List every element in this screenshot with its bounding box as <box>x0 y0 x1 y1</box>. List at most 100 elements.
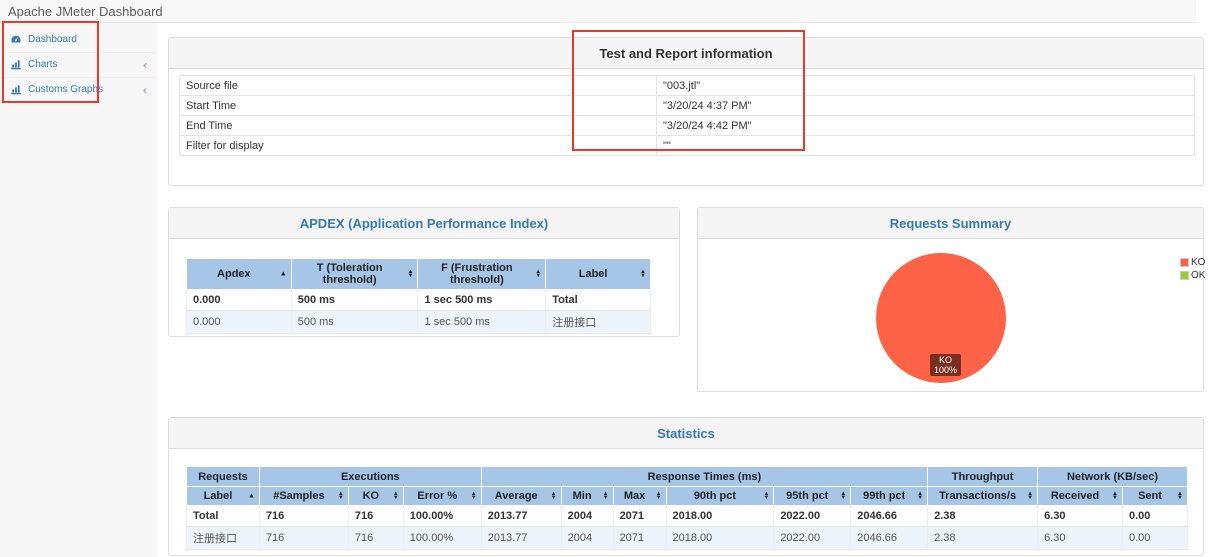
info-row-value: "003.jtl" <box>656 75 1195 96</box>
cell: Total <box>545 289 651 311</box>
cell: 1 sec 500 ms <box>417 310 547 334</box>
cell: 2022.00 <box>773 526 852 550</box>
column-header-sent[interactable]: Sent ▲ ▼ <box>1121 486 1189 506</box>
cell: 2022.00 <box>773 505 852 527</box>
table-row: Start Time "3/20/24 4:37 PM" <box>179 95 1195 116</box>
column-header-label: T (Toleration threshold) <box>316 262 383 286</box>
sort-both-icon: ▲ ▼ <box>392 491 399 501</box>
info-row-label: End Time <box>179 115 657 136</box>
panel-header: Test and Report information <box>169 38 1203 69</box>
cell: 500 ms <box>290 289 419 311</box>
cell: 0.000 <box>186 289 292 311</box>
column-header-frustration[interactable]: F (Frustration threshold) ▲ ▼ <box>417 258 547 290</box>
info-row-label: Filter for display <box>179 135 657 156</box>
sort-both-icon: ▲ ▼ <box>535 269 542 279</box>
column-header-transactions[interactable]: Transactions/s ▲ ▼ <box>927 486 1039 506</box>
column-header-samples[interactable]: #Samples ▲ ▼ <box>258 486 349 506</box>
sidebar-item-customs-graphs[interactable]: Customs Graphs ‹ <box>0 77 157 101</box>
panel-title: Requests Summary <box>889 215 1012 231</box>
group-header-row: Requests Executions Response Times (ms) … <box>186 466 1188 487</box>
column-header-label: KO <box>362 490 380 502</box>
column-header-95th[interactable]: 95th pct ▲ ▼ <box>773 486 852 506</box>
column-header-apdex[interactable]: Apdex ▲ <box>186 258 292 290</box>
cell: 100.00% <box>402 505 482 527</box>
pie-data-label: KO 100% <box>930 354 962 376</box>
table-header-row: Apdex ▲ T (Toleration threshold) ▲ ▼ F (F… <box>186 258 651 290</box>
sort-both-icon: ▲ ▼ <box>1177 491 1183 501</box>
chevron-left-icon[interactable]: ‹ <box>143 82 147 97</box>
group-header-executions: Executions <box>258 466 482 487</box>
cell: 2046.66 <box>850 505 929 527</box>
cell: 0.00 <box>1121 505 1189 527</box>
group-header-network: Network (KB/sec) <box>1037 466 1188 487</box>
column-header-label: Max <box>623 490 646 502</box>
sidebar-item-charts[interactable]: Charts ‹ <box>0 52 157 76</box>
chart-legend: KO OK <box>1180 256 1205 282</box>
cell: 2071 <box>612 505 667 527</box>
sort-both-icon: ▲ ▼ <box>602 491 609 501</box>
panel-header: Statistics <box>169 418 1203 449</box>
column-header-99th[interactable]: 99th pct ▲ ▼ <box>850 486 929 506</box>
cell: 2018.00 <box>665 505 775 527</box>
cell: 716 <box>258 526 349 550</box>
sort-both-icon: ▲ ▼ <box>1027 491 1034 501</box>
cell: 6.30 <box>1037 505 1123 527</box>
chevron-left-icon[interactable]: ‹ <box>143 57 147 72</box>
pie-label-name: KO <box>939 355 953 365</box>
legend-swatch-ko-icon <box>1180 258 1189 267</box>
apdex-table: Apdex ▲ T (Toleration threshold) ▲ ▼ F (F… <box>186 258 651 334</box>
table-row: Source file "003.jtl" <box>179 75 1195 96</box>
column-header-label: Min <box>572 490 592 502</box>
column-header-label: Error % <box>417 490 458 502</box>
column-header-received[interactable]: Received ▲ ▼ <box>1037 486 1123 506</box>
cell: 716 <box>347 505 404 527</box>
sort-both-icon: ▲ ▼ <box>407 269 414 279</box>
column-header-label[interactable]: Label ▲ <box>186 486 260 506</box>
statistics-table: Requests Executions Response Times (ms) … <box>186 466 1189 550</box>
sort-both-icon: ▲ ▼ <box>840 491 847 501</box>
cell: 2046.66 <box>850 526 929 550</box>
group-header-throughput: Throughput <box>927 466 1039 487</box>
column-header-max[interactable]: Max ▲ ▼ <box>612 486 667 506</box>
bar-chart-icon <box>10 59 22 70</box>
table-row: 0.000 500 ms 1 sec 500 ms Total <box>186 289 651 311</box>
column-header-label: Received <box>1050 490 1100 502</box>
info-row-value: "" <box>656 135 1195 156</box>
sort-ascending-icon: ▲ <box>279 270 287 278</box>
column-header-min[interactable]: Min ▲ ▼ <box>560 486 614 506</box>
cell: 716 <box>347 526 404 550</box>
sidebar-item-label: Dashboard <box>28 33 77 45</box>
column-header-label: Label <box>578 268 608 280</box>
sidebar-item-label: Customs Graphs <box>28 84 104 95</box>
table-row: 注册接口 716 716 100.00% 2013.77 2004 2071 2… <box>186 526 1189 550</box>
column-header-label: Average <box>494 490 538 502</box>
sidebar-item-dashboard[interactable]: Dashboard <box>0 27 157 51</box>
column-header-label: Apdex <box>217 268 251 280</box>
cell: 500 ms <box>290 310 419 334</box>
column-header-error[interactable]: Error % ▲ ▼ <box>402 486 482 506</box>
sort-ascending-icon: ▲ <box>248 492 255 500</box>
column-header-ko[interactable]: KO ▲ ▼ <box>347 486 404 506</box>
legend-label: KO <box>1191 257 1206 268</box>
panel-title: APDEX (Application Performance Index) <box>299 215 549 231</box>
cell: 2071 <box>612 526 667 550</box>
cell: 100.00% <box>402 526 482 550</box>
info-row-label: Source file <box>179 75 657 96</box>
column-header-label: Sent <box>1138 490 1162 502</box>
panel-title: Test and Report information <box>599 45 773 61</box>
cell: 2.38 <box>927 526 1039 550</box>
column-header-label: Transactions/s <box>939 490 1017 502</box>
column-header-label-col[interactable]: Label ▲ ▼ <box>545 258 651 290</box>
panel-title: Statistics <box>657 425 715 441</box>
column-header-90th[interactable]: 90th pct ▲ ▼ <box>665 486 775 506</box>
legend-label: OK <box>1191 270 1206 281</box>
dashboard-icon <box>10 34 22 45</box>
column-header-label: 90th pct <box>693 490 736 502</box>
table-header-row: Label ▲ #Samples ▲ ▼ KO ▲ ▼ Error % ▲ ▼ Ave… <box>186 486 1189 506</box>
sort-both-icon: ▲ ▼ <box>763 491 770 501</box>
test-report-info-panel: Test and Report information Source file … <box>168 37 1204 186</box>
column-header-toleration[interactable]: T (Toleration threshold) ▲ ▼ <box>290 258 419 290</box>
statistics-panel: Statistics Requests Executions Response … <box>168 417 1204 556</box>
table-row: Filter for display "" <box>179 135 1195 156</box>
column-header-average[interactable]: Average ▲ ▼ <box>480 486 562 506</box>
